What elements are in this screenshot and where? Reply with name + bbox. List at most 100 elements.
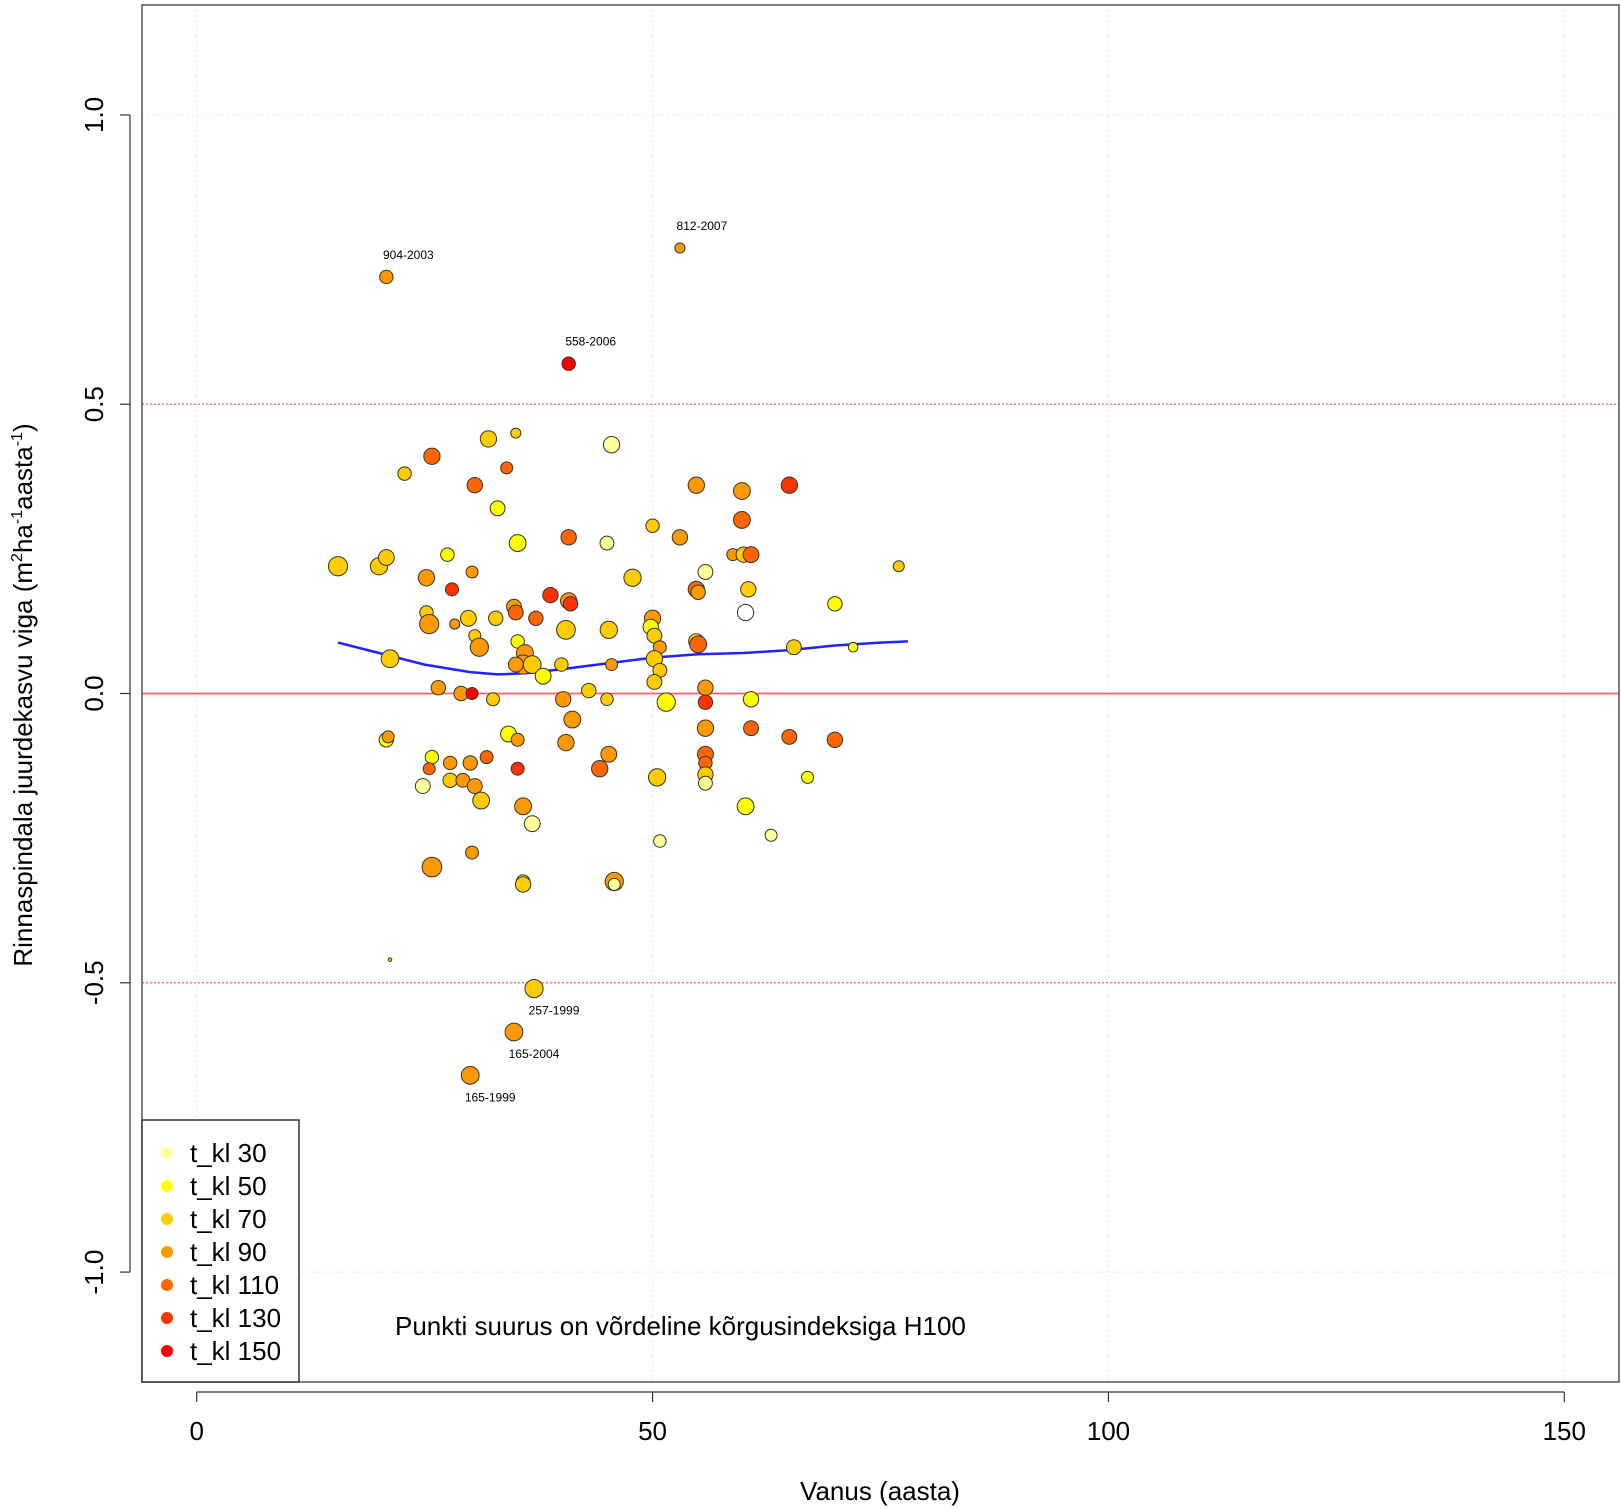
data-point — [696, 719, 715, 737]
data-point — [556, 619, 576, 640]
legend-swatch — [161, 1345, 173, 1357]
data-point — [605, 658, 619, 672]
data-point — [561, 356, 576, 371]
size-note: Punkti suurus on võrdeline kõrgusindeksi… — [395, 1311, 966, 1341]
data-point — [514, 797, 533, 816]
data-point — [742, 691, 760, 708]
legend-label: t_kl 90 — [190, 1237, 267, 1267]
data-point — [599, 535, 615, 551]
data-point — [528, 610, 544, 626]
legend-swatch — [161, 1312, 173, 1324]
data-point — [827, 596, 843, 612]
data-point — [764, 828, 778, 842]
data-point — [380, 649, 400, 669]
data-point — [424, 749, 440, 765]
data-point — [507, 604, 524, 621]
point-label: 165-1999 — [465, 1090, 516, 1104]
data-point — [646, 673, 663, 690]
data-point — [690, 584, 706, 600]
data-point — [554, 657, 569, 672]
data-point — [647, 768, 667, 787]
data-point — [465, 565, 479, 579]
point-labels: 904-2003 812-2007 558-2006 257-1999 165-2004… — [383, 219, 728, 1104]
y-tick-label: 0.5 — [79, 386, 109, 422]
data-point — [781, 728, 798, 745]
x-axis-title: Vanus (aasta) — [800, 1476, 960, 1506]
data-point — [510, 732, 525, 747]
data-point — [697, 679, 714, 696]
data-point — [387, 957, 393, 962]
legend-label: t_kl 30 — [190, 1138, 267, 1168]
data-point — [623, 568, 642, 587]
data-point — [397, 466, 412, 481]
data-point — [421, 856, 443, 878]
data-point — [892, 560, 905, 573]
data-point — [740, 581, 757, 598]
x-axis: 0 50 100 150 — [189, 1391, 1586, 1446]
legend-swatch — [161, 1180, 173, 1192]
x-tick-label: 50 — [638, 1416, 667, 1446]
y-axis: -1.0 -0.5 0.0 0.5 1.0 — [79, 97, 131, 1295]
data-point — [479, 430, 498, 448]
data-point — [785, 639, 802, 656]
data-point — [733, 482, 751, 500]
data-point — [602, 436, 621, 454]
data-point — [562, 596, 579, 612]
legend: t_kl 30t_kl 50t_kl 70t_kl 90t_kl 110t_kl… — [141, 1119, 300, 1383]
data-point — [581, 682, 597, 699]
data-point — [687, 476, 705, 494]
legend-label: t_kl 130 — [190, 1303, 281, 1333]
data-point — [504, 1022, 524, 1042]
legend-label: t_kl 70 — [190, 1204, 267, 1234]
data-point — [510, 427, 522, 439]
data-point — [697, 694, 714, 710]
x-tick-label: 0 — [189, 1416, 203, 1446]
data-point — [671, 529, 689, 546]
data-point — [801, 770, 815, 784]
y-axis-title-sup-1: 2 — [9, 553, 26, 562]
legend-swatch — [161, 1246, 173, 1258]
data-point — [560, 529, 577, 546]
y-axis-title-prefix: Rinnaspindala juurdekasvu viga (m — [8, 562, 38, 967]
legend-label: t_kl 50 — [190, 1171, 267, 1201]
data-point — [656, 692, 676, 712]
legend-label: t_kl 110 — [190, 1270, 279, 1300]
data-point — [381, 730, 395, 744]
data-point — [524, 978, 544, 999]
y-tick-label: -1.0 — [79, 1250, 109, 1295]
data-point — [697, 564, 714, 580]
y-axis-title-sup-3: -1 — [9, 432, 26, 446]
data-point — [826, 731, 844, 748]
data-point — [591, 760, 609, 778]
point-label: 904-2003 — [383, 248, 434, 262]
data-point — [733, 511, 751, 529]
legend-swatch — [161, 1213, 173, 1225]
data-point — [440, 547, 455, 562]
x-tick-label: 100 — [1087, 1416, 1130, 1446]
point-label: 257-1999 — [529, 1004, 580, 1018]
y-axis-title-mid-1: ha — [8, 524, 38, 553]
data-point — [847, 641, 859, 653]
point-label: 165-2004 — [509, 1047, 560, 1061]
data-point — [534, 667, 552, 685]
data-point — [645, 518, 660, 533]
data-point — [600, 745, 618, 763]
data-point — [442, 772, 458, 788]
point-label: 558-2006 — [565, 335, 616, 349]
data-point — [500, 461, 514, 475]
data-point — [489, 500, 506, 517]
data-point — [697, 775, 713, 791]
data-point — [689, 635, 708, 654]
data-point — [442, 755, 458, 771]
data-point — [542, 586, 559, 604]
data-point — [599, 620, 618, 639]
legend-items: t_kl 30t_kl 50t_kl 70t_kl 90t_kl 110t_kl… — [161, 1138, 281, 1366]
data-point — [780, 476, 798, 494]
data-point — [600, 692, 614, 707]
data-point — [472, 791, 491, 810]
data-point — [414, 778, 431, 795]
y-tick-label: -0.5 — [79, 960, 109, 1005]
reference-lines — [142, 403, 1619, 984]
data-points — [327, 242, 905, 1085]
